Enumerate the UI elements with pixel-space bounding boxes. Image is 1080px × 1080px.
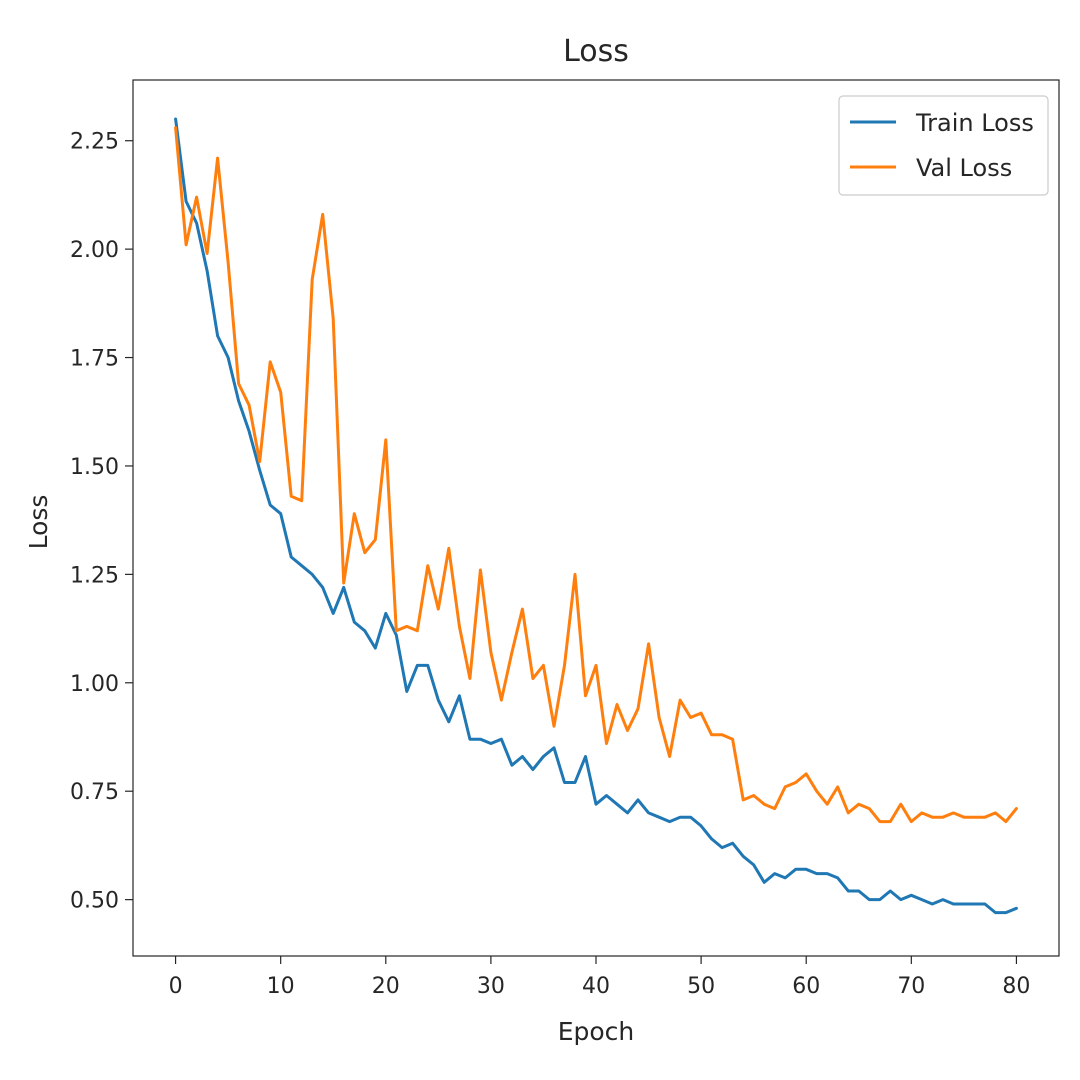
legend: Train Loss Val Loss <box>838 95 1049 196</box>
series-lines <box>174 117 1018 915</box>
plot-area <box>132 79 1060 957</box>
y-tick-label: 1.25 <box>70 563 119 588</box>
y-tick-label: 2.25 <box>70 130 119 155</box>
y-tick-label: 1.75 <box>70 347 119 372</box>
x-tick-label: 50 <box>687 974 715 999</box>
x-tick-label: 20 <box>372 974 400 999</box>
x-tick-label: 60 <box>792 974 820 999</box>
y-axis-label: Loss <box>24 495 53 550</box>
x-tick-label: 10 <box>267 974 295 999</box>
x-tick-label: 80 <box>1002 974 1030 999</box>
y-tick-label: 1.50 <box>70 455 119 480</box>
x-tick-label: 30 <box>477 974 505 999</box>
y-tick-label: 2.00 <box>70 238 119 263</box>
legend-label: Train Loss <box>915 109 1034 137</box>
x-axis-label: Epoch <box>558 1017 635 1046</box>
x-tick-label: 70 <box>897 974 925 999</box>
series-line-val-loss <box>174 126 1018 824</box>
series-line-train-loss <box>174 117 1018 915</box>
y-tick-label: 1.00 <box>70 672 119 697</box>
x-tick-label: 0 <box>169 974 183 999</box>
plot-background <box>133 80 1059 956</box>
y-tick-label: 0.75 <box>70 780 119 805</box>
x-tick-label: 40 <box>582 974 610 999</box>
chart-title: Loss <box>563 34 629 69</box>
y-tick-label: 0.50 <box>70 889 119 914</box>
y-axis-ticks: 0.50 0.75 1.00 1.25 1.50 1.75 2.00 2.25 <box>70 130 133 914</box>
legend-label: Val Loss <box>916 154 1012 182</box>
x-axis-ticks: 0 10 20 30 40 50 60 70 80 <box>169 956 1030 999</box>
